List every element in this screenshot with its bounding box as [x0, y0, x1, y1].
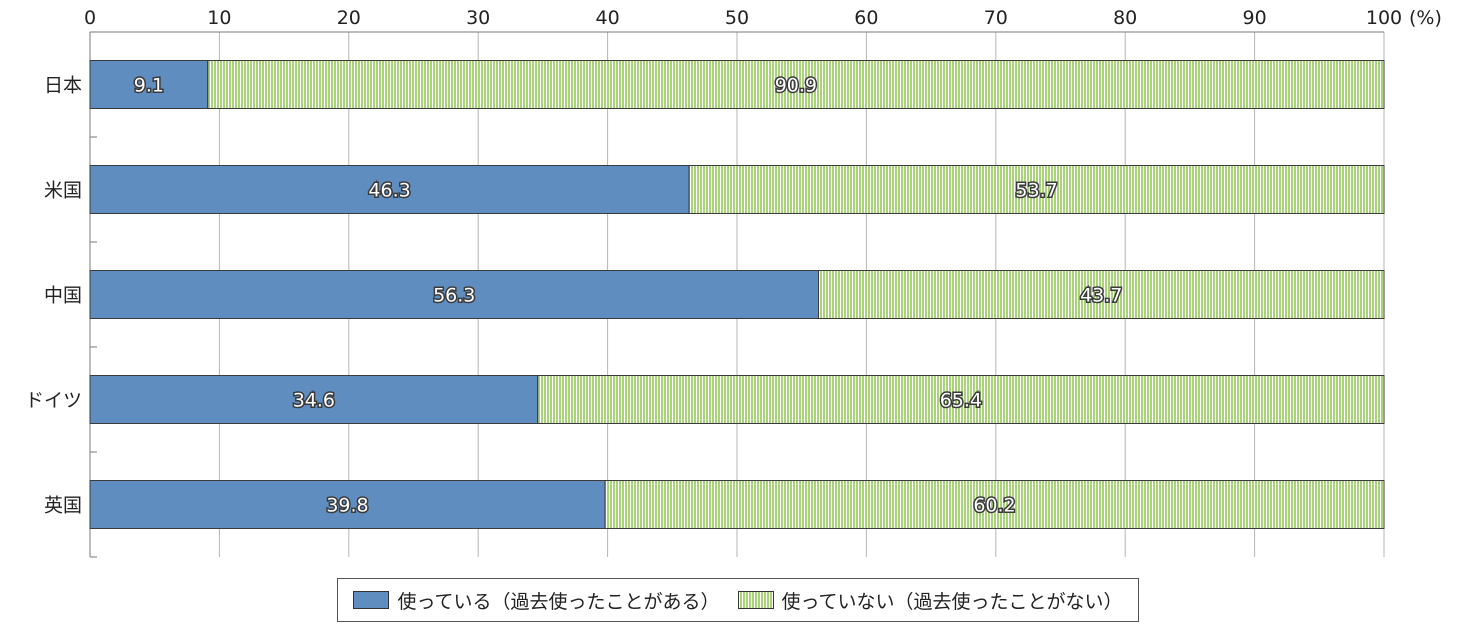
legend-item-unused: 使っていない（過去使ったことがない）: [737, 587, 1123, 614]
x-tick-label: 80: [1113, 7, 1137, 29]
x-tick-label: 100: [1366, 7, 1402, 29]
legend: 使っている（過去使ったことがある） 使っていない（過去使ったことがない）: [337, 578, 1139, 622]
x-tick-label: 30: [466, 7, 490, 29]
bar-used: [89, 165, 690, 214]
x-tick-label: 10: [207, 7, 231, 29]
data-label-unused: 60.2: [973, 495, 1015, 517]
data-label-unused: 43.7: [1080, 285, 1122, 307]
legend-swatch-used: [353, 591, 390, 609]
data-label-used: 56.3: [433, 285, 475, 307]
data-label-unused: 90.9: [775, 75, 817, 97]
x-tick-label: 40: [596, 7, 620, 29]
data-label-used: 46.3: [368, 180, 410, 202]
category-label: 米国: [44, 180, 82, 202]
bar-used: [89, 60, 209, 109]
category-label: 英国: [44, 495, 82, 517]
category-label: 日本: [44, 75, 82, 97]
data-label-used: 34.6: [293, 390, 335, 412]
legend-swatch-unused: [737, 591, 774, 609]
data-label-used: 9.1: [134, 75, 164, 97]
x-tick-label: 0: [84, 7, 96, 29]
bar-unused: [688, 165, 1385, 214]
x-tick-label: 70: [984, 7, 1008, 29]
x-tick-label: 50: [725, 7, 749, 29]
legend-item-used: 使っている（過去使ったことがある）: [353, 587, 720, 614]
bar-unused: [604, 480, 1385, 529]
legend-label-used: 使っている（過去使ったことがある）: [397, 590, 720, 613]
bar-unused: [818, 270, 1385, 319]
category-label: 中国: [44, 285, 82, 307]
data-label-used: 39.8: [326, 495, 368, 517]
bar-unused: [207, 60, 1385, 109]
category-label: ドイツ: [25, 390, 82, 412]
legend-label-unused: 使っていない（過去使ったことがない）: [781, 590, 1123, 613]
x-tick-label: 20: [337, 7, 361, 29]
data-label-unused: 65.4: [940, 390, 982, 412]
bar-used: [89, 375, 539, 424]
bar-unused: [537, 375, 1385, 424]
x-tick-label: 90: [1243, 7, 1267, 29]
x-unit-label: (%): [1409, 7, 1442, 29]
x-tick-label: 60: [854, 7, 878, 29]
data-label-unused: 53.7: [1015, 180, 1057, 202]
